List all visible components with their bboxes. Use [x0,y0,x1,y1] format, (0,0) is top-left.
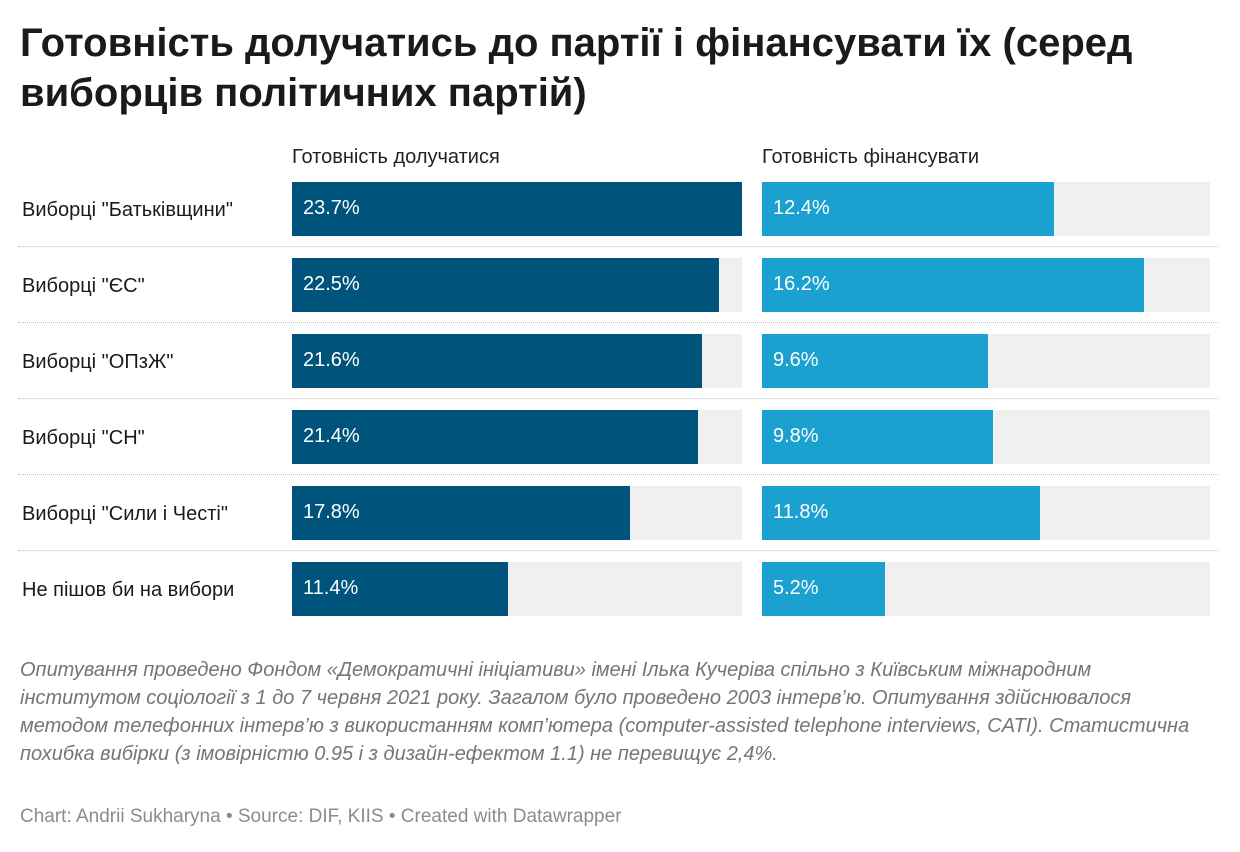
join-bar: 11.4% [292,562,509,616]
chart-title: Готовність долучатись до партії і фінанс… [20,21,1133,115]
bar-value-label: 9.6% [773,349,819,371]
finance-bar-track: 16.2% [762,258,1210,312]
column-header-finance: Готовність фінансувати [762,146,980,168]
methodology-note: Опитування проведено Фондом «Демократичн… [20,659,1190,765]
finance-bar: 9.8% [762,410,994,464]
row-separator [18,246,1218,247]
bar-value-label: 23.7% [303,197,360,219]
bar-value-label: 9.8% [773,425,819,447]
bar-value-label: 21.4% [303,425,360,447]
finance-bar-track: 5.2% [762,562,1210,616]
row-separator [18,474,1218,475]
category-label: Не пішов би на вибори [22,579,235,601]
join-bar-track: 11.4% [292,562,742,616]
row-separator [18,322,1218,323]
category-label: Виборці "Батьківщини" [22,199,233,221]
join-bar-track: 17.8% [292,486,742,540]
category-label: Виборці "ЄС" [22,275,145,297]
bar-chart-rows: Виборці "Батьківщини" 23.7% 12.4% Виборці "… [18,182,1218,616]
finance-bar: 11.8% [762,486,1041,540]
bar-value-label: 22.5% [303,273,360,295]
finance-bar-track: 11.8% [762,486,1210,540]
join-bar: 17.8% [292,486,630,540]
join-bar-track: 23.7% [292,182,742,236]
bar-value-label: 16.2% [773,273,830,295]
bar-value-label: 21.6% [303,349,360,371]
finance-bar: 5.2% [762,562,885,616]
bar-value-label: 11.4% [303,577,359,599]
bar-value-label: 12.4% [773,197,830,219]
join-bar-track: 21.6% [292,334,742,388]
row-separator [18,550,1218,551]
finance-bar: 9.6% [762,334,989,388]
category-label: Виборці "Сили і Честі" [22,503,228,525]
join-bar: 21.4% [292,410,699,464]
chart-credits: Chart: Andrii Sukharyna • Source: DIF, K… [20,806,622,827]
finance-bar-track: 12.4% [762,182,1210,236]
join-bar-track: 21.4% [292,410,742,464]
bar-value-label: 5.2% [773,577,819,599]
finance-bar-track: 9.6% [762,334,1210,388]
row-separator [18,398,1218,399]
category-label: Виборці "СН" [22,427,145,449]
bar-value-label: 11.8% [773,501,829,523]
join-bar: 22.5% [292,258,720,312]
finance-bar: 16.2% [762,258,1144,312]
column-header-join: Готовність долучатися [292,146,500,168]
join-bar-track: 22.5% [292,258,742,312]
finance-bar: 12.4% [762,182,1055,236]
bar-value-label: 17.8% [303,501,360,523]
join-bar: 21.6% [292,334,703,388]
finance-bar-track: 9.8% [762,410,1210,464]
category-label: Виборці "ОПзЖ" [22,351,174,373]
join-bar: 23.7% [292,182,742,236]
